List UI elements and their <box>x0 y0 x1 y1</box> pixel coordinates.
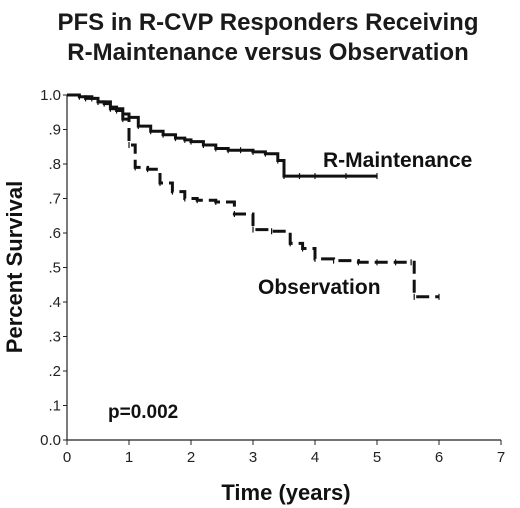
chart-title: PFS in R-CVP Responders Receiving <box>58 9 479 36</box>
x-tick-label: 6 <box>435 449 443 466</box>
y-tick-label: .3 <box>48 329 61 346</box>
x-tick-label: 4 <box>311 449 319 466</box>
y-tick-label: .8 <box>48 156 61 173</box>
y-tick-label: .1 <box>48 398 61 415</box>
axes: 0 1 2 3 4 5 6 7 0.0 .1 .2 .3 .4 .5 .6 .7 .8 .9 1.0 <box>40 87 505 466</box>
x-tick-label: 0 <box>63 449 71 466</box>
x-axis-title: Time (years) <box>221 480 350 505</box>
series-layer <box>67 93 440 300</box>
y-tick-label: .6 <box>48 225 61 242</box>
chart-subtitle: R-Maintenance versus Observation <box>67 39 468 66</box>
x-tick-label: 3 <box>249 449 257 466</box>
x-tick-label: 5 <box>373 449 381 466</box>
y-axis-title: Percent Survival <box>2 181 27 353</box>
x-tick-label: 2 <box>187 449 195 466</box>
y-tick-label: .5 <box>48 260 61 277</box>
x-tick-label: 1 <box>125 449 133 466</box>
y-tick-label: .2 <box>48 363 61 380</box>
y-tick-label: .7 <box>48 191 61 208</box>
x-tick-label: 7 <box>497 449 505 466</box>
series-line-observation <box>67 93 439 299</box>
y-tick-label: .9 <box>48 122 61 139</box>
y-tick-label: 0.0 <box>40 432 61 449</box>
y-tick-label: 1.0 <box>40 87 61 104</box>
y-tick-label: .4 <box>48 294 61 311</box>
p-value-annotation: p=0.002 <box>108 402 178 423</box>
series-label-observation: Observation <box>258 276 381 299</box>
series-label-r-maintenance: R-Maintenance <box>323 149 472 172</box>
